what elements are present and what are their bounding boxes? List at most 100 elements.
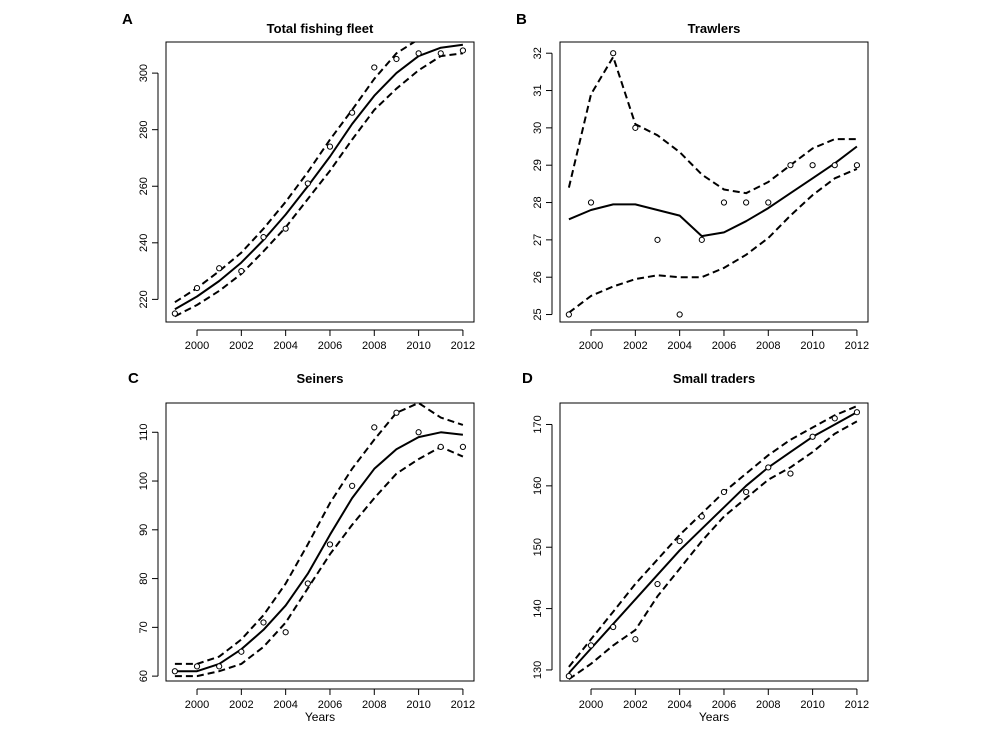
observed-point (610, 50, 617, 57)
observed-point (304, 580, 311, 587)
y-tick-label: 80 (138, 572, 150, 584)
y-tick-label: 150 (532, 538, 544, 556)
x-tick-label: 2008 (362, 699, 386, 711)
observed-point (216, 663, 223, 670)
y-tick-label: 60 (138, 670, 150, 682)
lower-bound-line (568, 420, 858, 681)
observed-point (216, 265, 223, 272)
y-tick-label: 70 (138, 621, 150, 633)
x-tick-label: 2008 (756, 340, 780, 352)
x-tick-label: 2006 (318, 699, 342, 711)
y-tick-label: 100 (138, 472, 150, 490)
chart-title: Total fishing fleet (267, 21, 374, 36)
observed-point (349, 109, 356, 116)
x-tick-label: 2000 (579, 699, 603, 711)
y-tick-label: 25 (532, 308, 544, 320)
observed-point (632, 124, 639, 131)
observed-point (193, 663, 201, 670)
x-tick-label: 2012 (845, 699, 869, 711)
panel-label: D (522, 370, 533, 387)
x-tick-label: 2002 (623, 699, 647, 711)
y-tick-label: 110 (138, 423, 150, 441)
observed-point (459, 443, 467, 450)
observed-point (371, 424, 378, 431)
x-tick-label: 2008 (756, 699, 780, 711)
panel-label: A (122, 11, 133, 28)
observed-point (809, 162, 816, 169)
x-tick-label: 2000 (185, 340, 209, 352)
observed-point (654, 236, 661, 243)
y-tick-label: 30 (532, 122, 544, 134)
observed-point (587, 642, 595, 649)
x-tick-label: 2010 (800, 699, 824, 711)
observed-point (720, 488, 728, 496)
plot-area (565, 50, 861, 318)
observed-point (698, 513, 705, 520)
x-tick-label: 2012 (451, 340, 475, 352)
fitted-line (174, 431, 464, 673)
panel-a: A Total fishing fleet 2000 2002 2004 2006 2008… (122, 11, 475, 352)
observed-point (326, 541, 334, 548)
y-tick-label: 32 (532, 47, 544, 59)
x-tick-label: 2006 (712, 699, 736, 711)
y-tick-label: 220 (138, 290, 150, 308)
x-tick-label: 2012 (451, 699, 475, 711)
x-tick-label: 2008 (362, 340, 386, 352)
observed-point (743, 199, 750, 206)
lower-bound-line (568, 167, 858, 314)
observed-point (676, 311, 683, 318)
observed-point (393, 409, 400, 416)
x-tick-label: 2010 (406, 699, 430, 711)
y-tick-label: 31 (532, 84, 544, 96)
observed-point (565, 672, 572, 680)
observed-point (193, 284, 201, 292)
y-tick-label: 29 (532, 159, 544, 171)
panel-b: B Trawlers 2000 2002 2004 2006 2008 2010 2012 25 2… (516, 11, 869, 352)
observed-point (260, 234, 267, 241)
observed-point (853, 162, 861, 169)
observed-point (587, 199, 595, 206)
y-tick-label: 90 (138, 524, 150, 536)
upper-bound-line (567, 55, 857, 195)
x-tick-label: 2010 (800, 340, 824, 352)
observed-point (238, 648, 245, 655)
panel-c: C Seiners 2000 2002 2004 2006 2008 2010 2012 60 70… (128, 370, 475, 724)
panel-d: D Small traders 2000 2002 2004 2006 2008 2010 20… (522, 370, 869, 724)
lower-bound-line (174, 445, 464, 678)
observed-point (171, 668, 178, 675)
y-tick-label: 160 (532, 477, 544, 495)
x-tick-label: 2006 (318, 340, 342, 352)
lower-bound-line (174, 52, 464, 318)
y-tick-label: 140 (532, 599, 544, 617)
observed-point (743, 488, 750, 496)
observed-point (260, 619, 267, 626)
observed-point (809, 433, 816, 440)
x-tick-label: 2004 (667, 340, 691, 352)
observed-point (238, 267, 245, 275)
x-tick-label: 2004 (667, 699, 691, 711)
x-tick-label: 2002 (229, 699, 253, 711)
plot-area (565, 405, 861, 681)
chart-title: Trawlers (688, 21, 741, 36)
x-tick-label: 2006 (712, 340, 736, 352)
y-tick-label: 26 (532, 271, 544, 283)
y-tick-label: 300 (138, 64, 150, 82)
x-tick-label: 2010 (406, 340, 430, 352)
x-tick-label: 2000 (185, 699, 209, 711)
observed-point (654, 580, 661, 588)
observed-point (326, 143, 334, 150)
plot-area (171, 403, 467, 678)
panel-label: B (516, 11, 527, 28)
observed-point (349, 482, 356, 490)
fitted-line (568, 145, 858, 238)
observed-point (282, 629, 289, 636)
x-tick-label: 2000 (579, 340, 603, 352)
observed-point (632, 636, 639, 643)
x-tick-label: 2012 (845, 340, 869, 352)
observed-point (831, 162, 838, 169)
y-tick-label: 27 (532, 234, 544, 246)
y-tick-label: 170 (532, 415, 544, 433)
x-tick-label: 2002 (623, 340, 647, 352)
